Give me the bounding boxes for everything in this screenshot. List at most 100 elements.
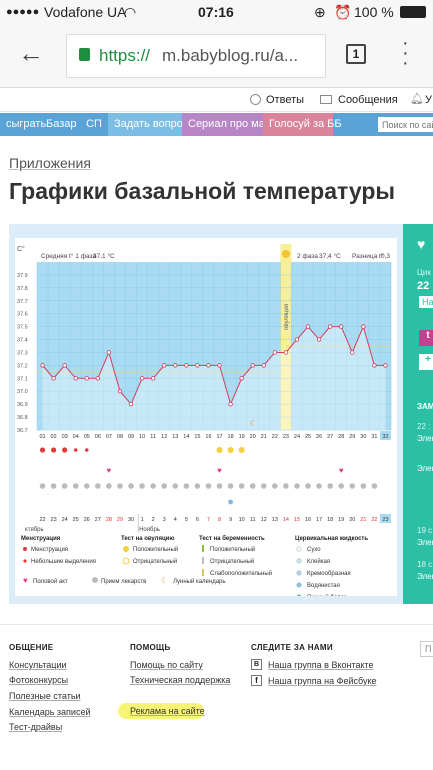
temp-point <box>51 376 56 381</box>
x-tick: 21 <box>261 434 267 440</box>
legend-cervical_a: Сухо <box>307 547 321 553</box>
tumblr-icon[interactable]: t <box>419 330 433 346</box>
nav-item-sp[interactable]: СП <box>86 118 102 130</box>
legend-title-pregtest: Тест на беременность <box>199 535 265 542</box>
x-tick: 28 <box>338 434 344 440</box>
date-tick: 30 <box>128 517 134 523</box>
legend-ovtest-a: Положительный <box>133 546 178 553</box>
x-tick: 12 <box>161 434 167 440</box>
legend-preg-negative-icon <box>202 557 204 564</box>
temp-point <box>372 363 377 368</box>
meds-icon <box>227 483 234 489</box>
footer-link-help[interactable]: Помощь по сайту <box>130 660 203 670</box>
answers-link[interactable]: Ответы <box>266 94 305 106</box>
moon-icon: ☾ <box>250 419 257 428</box>
date-tick: 23 <box>382 517 388 523</box>
footer-link-consult[interactable]: Консультации <box>9 660 67 670</box>
legend-meds-icon <box>92 577 98 583</box>
menstruation-drop-icon <box>39 447 46 453</box>
footer-link-tests[interactable]: Тест-драйвы <box>9 722 63 732</box>
x-tick: 27 <box>327 434 333 440</box>
date-tick: 5 <box>185 517 188 523</box>
footer-link-vk[interactable]: Наша группа в Вконтакте <box>268 660 374 670</box>
y-tick: 37.9 <box>17 273 28 279</box>
meds-icon <box>61 483 68 489</box>
x-tick: 09 <box>128 434 134 440</box>
footer-link-photo[interactable]: Фотоконкурсы <box>9 675 69 685</box>
heart-icon[interactable]: ♥ <box>417 236 426 252</box>
more-link[interactable]: У <box>425 94 432 106</box>
bell-icon[interactable]: 🔔︎ <box>410 93 424 105</box>
x-tick: 19 <box>239 434 245 440</box>
plus-icon[interactable]: + <box>419 354 433 370</box>
temp-point <box>84 376 89 381</box>
temp-point <box>361 324 366 329</box>
temp-point <box>316 337 322 342</box>
footer-link-support[interactable]: Техническая поддержка <box>130 675 231 685</box>
side-btn[interactable]: На <box>419 296 433 308</box>
breadcrumb[interactable]: Приложения <box>9 155 91 171</box>
legend-cervical-icon <box>296 594 302 596</box>
legend-lunar: Лунный календарь <box>173 578 226 585</box>
y-tick: 37.8 <box>17 286 28 292</box>
legend-ov-negative-icon <box>122 557 130 565</box>
footer-link-ads[interactable]: Реклама на сайте <box>130 706 205 716</box>
date-tick: 24 <box>62 517 68 523</box>
temp-point <box>40 363 45 368</box>
date-tick: 22 <box>39 517 45 523</box>
temp-point <box>327 324 333 329</box>
legend-cervical_b: Клейкая <box>307 558 330 565</box>
nav-item-serial[interactable]: Сериал про мам <box>182 113 279 136</box>
meds-icon <box>338 483 345 489</box>
meds-icon <box>260 483 267 489</box>
answers-icon[interactable] <box>250 94 261 105</box>
messages-link[interactable]: Сообщения <box>338 94 398 106</box>
search-input[interactable] <box>378 117 433 132</box>
nav-item-bazar[interactable]: Базар <box>46 118 77 130</box>
footer-link-calendar[interactable]: Календарь записей <box>9 707 91 717</box>
x-tick: 23 <box>283 434 289 440</box>
date-tick: 9 <box>229 517 232 523</box>
side-day: 22 <box>417 280 430 292</box>
x-tick: 04 <box>73 434 79 440</box>
legend-pregtest-a: Положительный <box>210 546 255 553</box>
meds-icon <box>272 483 278 489</box>
temp-point <box>250 363 255 368</box>
vk-icon[interactable]: В <box>251 659 262 670</box>
facebook-icon[interactable]: f <box>251 675 262 686</box>
nav-item-vote[interactable]: Голосуй за ББ <box>263 113 342 136</box>
nav-item-play[interactable]: сыграть <box>6 118 47 130</box>
chart-panel: C° Средняя t° 1 фаза 37,1 °C 2 фаза 37,4 °C Р… <box>9 224 403 604</box>
x-tick: 11 <box>150 434 156 440</box>
y-tick: 37.5 <box>17 325 28 331</box>
tab-count-button[interactable]: 1 <box>346 44 366 64</box>
side-name-3[interactable]: Элен <box>417 538 433 547</box>
footer-link-fb[interactable]: Наша группа на Фейсбуке <box>268 676 377 686</box>
back-arrow-icon[interactable]: ← <box>18 38 44 68</box>
y-tick: 37.2 <box>17 363 28 369</box>
side-name-4[interactable]: Элен <box>417 572 433 581</box>
messages-icon[interactable] <box>320 95 332 104</box>
date-tick: 29 <box>117 517 123 523</box>
side-name-2[interactable]: Элен <box>417 464 433 473</box>
current-day-highlight <box>379 431 391 440</box>
x-tick: 24 <box>294 434 300 440</box>
footer-col3-title: СЛЕДИТЕ ЗА НАМИ <box>251 643 333 652</box>
heart-icon: ♥ <box>107 466 112 475</box>
address-bar[interactable]: https:// m.babyblog.ru/a... <box>66 34 326 78</box>
temp-point <box>272 350 278 355</box>
ovtest-positive-icon <box>238 447 245 453</box>
footer-col1-title: ОБЩЕНИЕ <box>9 643 54 652</box>
nav-item-ask[interactable]: Задать вопрос <box>108 113 195 136</box>
meds-icon <box>194 483 201 489</box>
x-tick: 02 <box>51 434 57 440</box>
month-1: ктябрь <box>25 527 44 533</box>
more-menu-icon[interactable]: · · · <box>402 32 409 74</box>
side-name-1[interactable]: Элен <box>417 434 433 443</box>
temp-line <box>42 325 386 406</box>
temp-point <box>117 389 123 394</box>
footer-link-articles[interactable]: Полезные статьи <box>9 691 81 701</box>
footer-col4-box[interactable]: П <box>420 641 433 657</box>
meds-icon <box>183 483 190 489</box>
